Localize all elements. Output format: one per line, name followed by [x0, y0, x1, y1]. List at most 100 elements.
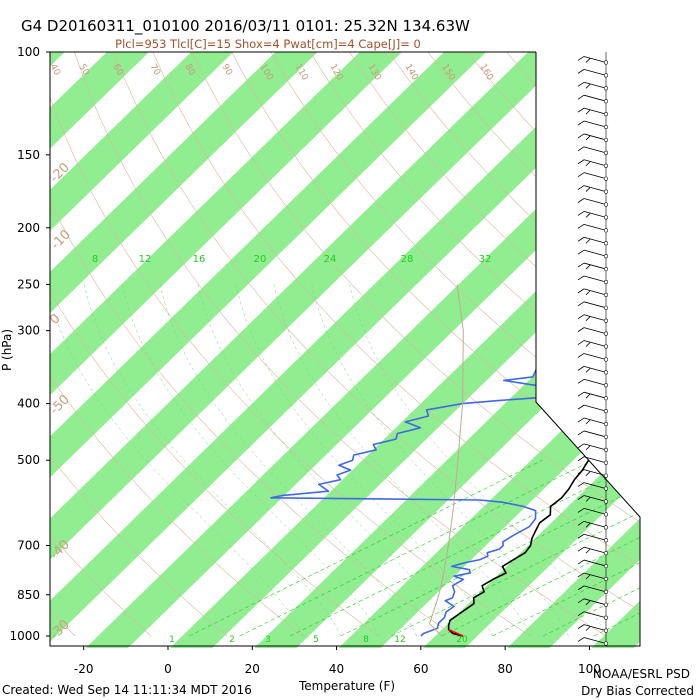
wind-barb-flag: [577, 456, 585, 462]
wind-barb: [583, 365, 607, 373]
created-footer: Created: Wed Sep 14 11:11:34 MDT 2016: [2, 683, 252, 697]
y-tick-label: 300: [17, 324, 40, 338]
wind-barb-flag: [585, 83, 591, 89]
wind-barb-flag: [577, 585, 585, 591]
wind-barb-flag: [577, 301, 585, 307]
wind-barb: [583, 275, 607, 283]
wind-barb-flag: [577, 624, 585, 629]
wind-barb: [583, 314, 607, 322]
dry-bias-note: Dry Bias Corrected: [581, 684, 694, 698]
wind-barb-flag: [577, 288, 585, 294]
dry-adiabat: [50, 455, 228, 637]
wind-barb-flag: [577, 378, 585, 384]
isotherm-band: [422, 426, 650, 648]
wind-station-dot: [603, 486, 609, 491]
wind-station-dot: [603, 163, 609, 168]
wind-barb-flag: [585, 626, 591, 631]
wind-barb-flag: [585, 497, 591, 502]
wind-barb-flag: [577, 185, 585, 190]
wind-station-dot: [603, 538, 609, 543]
y-tick-label: 150: [17, 148, 40, 162]
wind-barb: [583, 495, 607, 502]
wind-barb-flag: [577, 340, 585, 345]
isotherm-band: [50, 52, 650, 642]
wind-barb: [583, 288, 607, 296]
wind-barb-flag: [577, 69, 585, 74]
wind-barb-flag: [585, 419, 591, 425]
wind-station-dot: [603, 512, 609, 517]
wind-barb: [583, 159, 607, 167]
wind-barb-flag: [585, 161, 591, 167]
wind-barb-flag: [577, 611, 585, 617]
mixing-ratio-label: 28: [401, 254, 414, 265]
mixing-ratio-line: [391, 506, 650, 637]
moist-adiabat: [50, 298, 304, 637]
wind-barb: [583, 482, 607, 489]
wind-barb-flag: [577, 146, 585, 152]
mixing-ratio-label: 20: [254, 254, 267, 265]
moist-adiabat: [311, 284, 569, 637]
y-tick-label: 250: [17, 277, 40, 291]
wind-barb-flag: [577, 404, 585, 410]
wind-station-dot: [603, 331, 609, 336]
mixing-ratio-label-bottom: 8: [363, 635, 369, 645]
wind-barb-flag: [577, 107, 585, 113]
wind-barb-flag: [585, 600, 591, 606]
wind-barb-flag: [577, 443, 585, 449]
wind-barb: [583, 223, 607, 231]
wind-barb-flag: [585, 445, 591, 451]
wind-station-dot: [603, 254, 609, 259]
wind-barb-flag: [585, 523, 591, 528]
wind-barb: [583, 68, 607, 76]
wind-barb-flag: [577, 198, 585, 203]
mixing-ratio-lines: [188, 459, 650, 637]
wind-barb-flag: [577, 508, 585, 513]
isotherm-band: [50, 52, 65, 67]
wind-barb: [583, 417, 607, 425]
wind-barb: [583, 637, 607, 644]
y-tick-label: 500: [17, 453, 40, 467]
wind-station-dot: [603, 99, 609, 104]
wind-barb: [583, 133, 607, 141]
wind-barb-flag: [577, 133, 585, 139]
mixing-ratio-line: [239, 459, 593, 637]
dry-adiabat: [309, 52, 650, 402]
wind-barb: [583, 327, 607, 335]
moist-adiabat: [235, 284, 493, 637]
x-tick-label: 60: [413, 662, 428, 676]
mixing-ratio-label: 16: [193, 254, 206, 265]
isotherm-band: [50, 52, 318, 313]
wind-station-dot: [603, 499, 609, 504]
wind-station-dot: [603, 279, 609, 285]
wind-station-dot: [603, 589, 609, 594]
mixing-ratio-label: 32: [479, 254, 492, 265]
isotherm-band: [85, 97, 650, 648]
wind-barb: [583, 81, 607, 89]
wind-barb-flag: [577, 236, 585, 242]
isotherm-band: [50, 52, 150, 149]
wind-barb: [583, 120, 607, 128]
wind-station-dot: [603, 241, 609, 246]
wind-barb-flag: [585, 238, 591, 244]
wind-barb-flag: [585, 316, 591, 322]
wind-barb-flag: [577, 172, 585, 178]
y-tick-label: 200: [17, 221, 40, 235]
parcel-line: [429, 284, 464, 637]
y-tick-label: 1000: [9, 629, 40, 643]
dry-adiabat: [192, 52, 650, 529]
wind-station-dot: [603, 228, 609, 233]
wind-barb: [583, 546, 607, 554]
wind-barb-flag: [585, 213, 591, 218]
isotherm-band: [507, 508, 650, 648]
mixing-ratio-label-bottom: 1: [169, 635, 175, 645]
wind-station-dot: [603, 292, 609, 297]
x-tick-label: 40: [329, 662, 344, 676]
wind-station-dot: [603, 357, 609, 362]
moist-adiabat: [197, 284, 455, 637]
wind-barb-flag: [585, 264, 591, 270]
wind-barb: [583, 198, 607, 205]
wind-barb-column: [577, 52, 609, 646]
wind-barb-flag: [577, 94, 585, 100]
wind-station-dot: [603, 421, 609, 427]
wind-station-dot: [603, 460, 609, 465]
